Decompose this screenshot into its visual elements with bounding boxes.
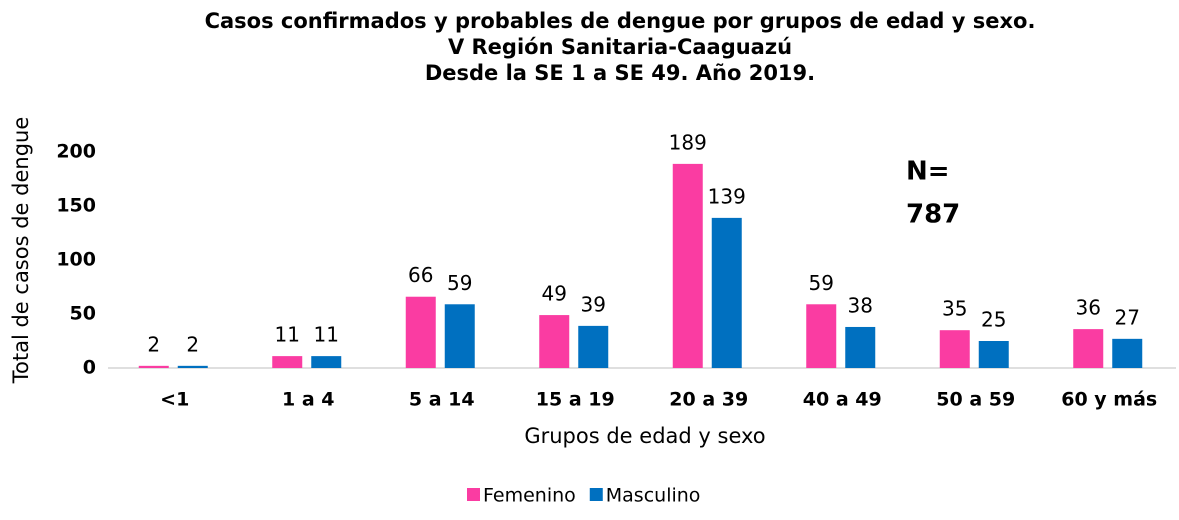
x-axis-label: Grupos de edad y sexo [524, 424, 765, 448]
x-tick-label: 60 y más [1061, 389, 1157, 411]
legend-swatch [467, 488, 480, 501]
value-label: 11 [275, 323, 300, 347]
x-tick-label: 5 a 14 [409, 389, 475, 411]
bar [1073, 329, 1104, 368]
x-tick-label: 40 a 49 [803, 389, 882, 411]
x-tick-label: 20 a 39 [669, 389, 748, 411]
value-label: 49 [542, 282, 567, 306]
x-tick-label: 15 a 19 [536, 389, 615, 411]
y-tick-label: 200 [56, 141, 96, 163]
annotation: 787 [906, 200, 960, 230]
value-label: 59 [809, 271, 834, 295]
y-tick-label: 0 [83, 357, 96, 379]
value-label: 25 [981, 308, 1006, 332]
value-label: 38 [848, 293, 873, 317]
bar [806, 304, 837, 368]
legend-label: Masculino [606, 485, 701, 507]
legend-label: Femenino [483, 485, 576, 507]
bar [845, 326, 876, 368]
value-label: 66 [408, 263, 433, 287]
bar [711, 217, 742, 368]
value-label: 2 [186, 332, 199, 356]
value-label: 139 [708, 184, 746, 208]
value-label: 39 [581, 292, 606, 316]
annotation: N= [906, 157, 950, 187]
value-label: 59 [447, 271, 472, 295]
bar [978, 341, 1009, 368]
bar [672, 163, 703, 368]
value-label: 2 [147, 332, 160, 356]
value-label: 36 [1076, 296, 1101, 320]
bar [405, 296, 436, 368]
value-label: 27 [1115, 305, 1140, 329]
bar [539, 315, 570, 368]
bar [578, 325, 609, 368]
value-label: 11 [314, 323, 339, 347]
x-tick-label: <1 [160, 389, 189, 411]
y-tick-label: 100 [56, 249, 96, 271]
chart-title: Casos confirmados y probables de dengue … [205, 9, 1036, 33]
bar [939, 330, 970, 368]
bar [272, 356, 303, 368]
value-label: 35 [942, 297, 967, 321]
y-axis-label: Total de casos de dengue [9, 117, 33, 385]
value-label: 189 [669, 130, 707, 154]
bar [1112, 338, 1143, 368]
chart-title: Desde la SE 1 a SE 49. Año 2019. [425, 61, 815, 85]
bar [444, 304, 475, 368]
bar [311, 356, 342, 368]
y-tick-label: 50 [70, 303, 96, 325]
bar [177, 365, 208, 368]
y-tick-label: 150 [56, 195, 96, 217]
x-tick-label: 50 a 59 [936, 389, 1015, 411]
bar [138, 365, 169, 368]
x-tick-label: 1 a 4 [282, 389, 335, 411]
chart-title: V Región Sanitaria-Caaguazú [448, 35, 792, 59]
legend-swatch [589, 488, 603, 501]
